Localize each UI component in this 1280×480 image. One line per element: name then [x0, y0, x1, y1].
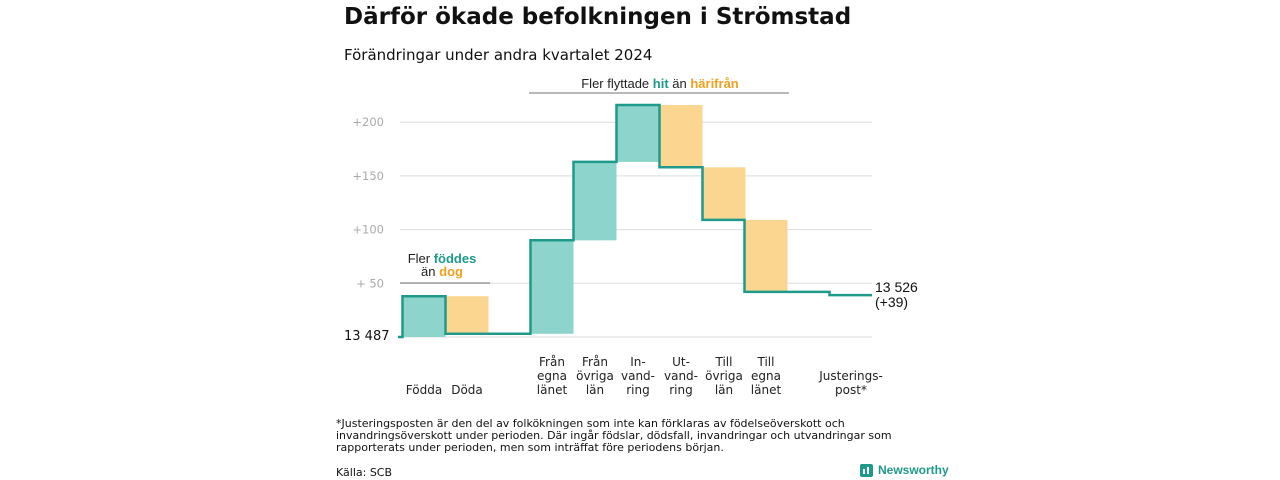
- bar-döda: [445, 296, 489, 334]
- births-highlight: föddes: [434, 251, 477, 266]
- end-value-label: 13 526: [875, 279, 918, 295]
- step-line-layer: [398, 103, 872, 339]
- cumulative-step-line: [398, 103, 872, 339]
- y-tick-label-3: + 50: [356, 276, 384, 290]
- bar-frånegnalänet: [530, 240, 574, 334]
- bar-utvandring: [659, 105, 703, 168]
- footnote: *Justeringsposten är den del av folkökni…: [336, 417, 892, 454]
- category-label-7: Till egna länet: [751, 355, 782, 397]
- bar-frånövrigalän: [573, 161, 617, 241]
- category-label-5: Ut-vand-ring: [664, 355, 698, 397]
- y-tick-label-0: +200: [352, 115, 384, 129]
- category-label-3: Från övriga län: [576, 355, 614, 397]
- bar-tillövrigalän: [702, 167, 746, 220]
- category-label-0: Födda: [406, 383, 442, 397]
- bars-layer: [402, 105, 788, 337]
- chart-title: Därför ökade befolkningen i Strömstad: [344, 4, 852, 30]
- brand-logo: Newsworthy: [860, 463, 949, 477]
- category-label-2: Från egna länet: [537, 355, 568, 397]
- y-tick-label-2: +100: [352, 223, 384, 237]
- bar-invandring: [616, 105, 660, 162]
- bar-chart-icon: [860, 463, 873, 477]
- category-labels-layer: Födda Döda Från egna länet Från övriga länIn-va…: [406, 355, 883, 397]
- bar-födda: [402, 296, 446, 337]
- deaths-highlight: dog: [439, 264, 463, 279]
- brand-name: Newsworthy: [878, 463, 949, 477]
- births-annotation-line1: Fler föddes: [408, 251, 477, 266]
- end-change-label: (+39): [875, 294, 908, 310]
- source-label: Källa: SCB: [336, 466, 393, 479]
- start-value-label: 13 487: [344, 329, 390, 344]
- births-annotation: Fler föddes än dog: [400, 251, 490, 284]
- bar-tillegnalänet: [744, 219, 788, 292]
- chart-subtitle: Förändringar under andra kvartalet 2024: [344, 46, 653, 64]
- category-label-4: In-vand-ring: [621, 355, 655, 397]
- y-tick-label-1: +150: [352, 169, 384, 183]
- category-label-6: Till övriga län: [705, 355, 743, 397]
- migration-annotation-text: Fler flyttade hit än härifrån: [581, 76, 739, 91]
- migration-annotation: Fler flyttade hit än härifrån: [529, 76, 789, 94]
- migration-harifran-highlight: härifrån: [690, 76, 738, 91]
- migration-hit-highlight: hit: [653, 76, 670, 91]
- category-label-1: Döda: [451, 383, 483, 397]
- births-annotation-line2: än dog: [421, 264, 463, 279]
- category-label-8: Justerings-post*: [818, 369, 883, 397]
